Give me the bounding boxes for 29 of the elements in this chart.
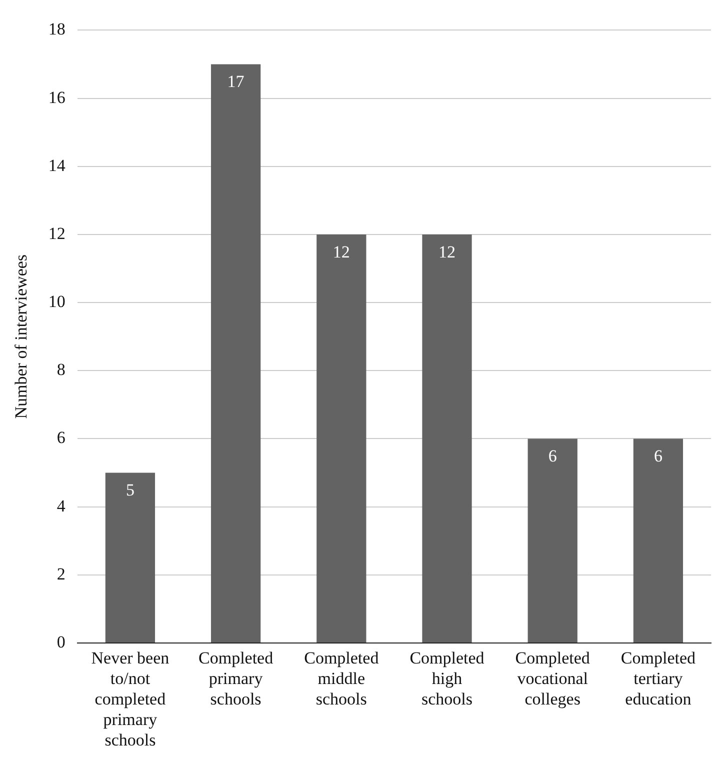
bar [316, 234, 366, 642]
y-tick-label: 4 [56, 496, 66, 516]
x-tick-label: Never been to/not completed primary schools [91, 648, 170, 750]
y-tick-label: 6 [56, 428, 66, 448]
x-tick-label: Completed vocational colleges [515, 648, 590, 708]
y-tick-label: 14 [48, 156, 66, 175]
x-tick-label: Completed high schools [410, 648, 485, 708]
bar [422, 234, 472, 642]
y-tick-label: 0 [56, 632, 66, 652]
y-axis-title: Number of interviewees [12, 254, 31, 419]
data-label: 12 [438, 242, 456, 262]
y-tick-label: 18 [48, 20, 66, 39]
y-tick-label: 16 [48, 88, 66, 107]
x-tick-label: Completed primary schools [198, 648, 274, 708]
bar [528, 438, 578, 642]
y-tick-label: 2 [56, 564, 66, 584]
bar [633, 438, 684, 642]
bar [105, 472, 156, 642]
x-tick-label: Completed tertiary education [620, 648, 696, 708]
bar [210, 64, 261, 642]
y-tick-label: 12 [48, 224, 66, 243]
data-label: 6 [548, 446, 557, 466]
x-tick-label: Completed middle schools [304, 648, 380, 708]
data-label: 5 [126, 480, 134, 500]
data-label: 12 [332, 242, 350, 262]
data-label: 17 [227, 72, 245, 92]
data-label: 6 [654, 446, 662, 466]
y-tick-label: 10 [48, 292, 66, 312]
y-tick-label: 8 [56, 360, 66, 380]
